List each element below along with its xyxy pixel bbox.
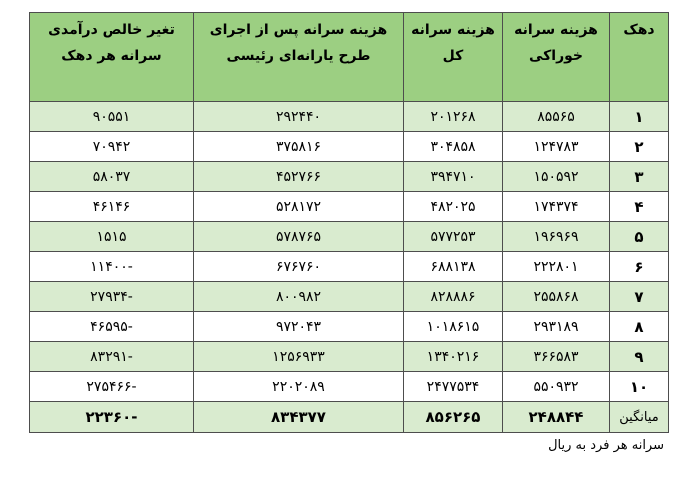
cell-net-change: ۹۰۵۵۱: [29, 101, 194, 132]
header-net-change: تغیر خالص درآمدی سرانه هر دهک: [29, 12, 194, 102]
header-after-plan-line2: طرح یارانه‌ای رئیسی: [226, 48, 371, 64]
cell-net-change: ۷۰۹۴۲: [29, 131, 194, 162]
cell-food-cost: ۱۷۴۳۷۴: [502, 191, 610, 222]
header-dahak: دهک: [609, 12, 669, 102]
cell-dahak: ۱۰: [609, 371, 669, 402]
cell-after-plan-cost: ۴۵۲۷۶۶: [193, 161, 404, 192]
cell-food-cost: ۸۵۵۶۵: [502, 101, 610, 132]
cell-total-cost: ۸۲۸۸۸۶: [403, 281, 503, 312]
cell-food-cost: ۲۹۳۱۸۹: [502, 311, 610, 342]
cell-food-cost: ۲۲۲۸۰۱: [502, 251, 610, 282]
cell-total-cost: ۱۳۴۰۲۱۶: [403, 341, 503, 372]
header-after-plan-cost: هزینه سرانه پس از اجرای طرح یارانه‌ای رئ…: [193, 12, 404, 102]
cell-food-cost: ۲۵۵۸۶۸: [502, 281, 610, 312]
table-row: ۱۰ ۵۵۰۹۳۲ ۲۴۷۷۵۳۴ ۲۲۰۲۰۸۹ -۲۷۵۴۶۶: [29, 371, 669, 402]
cell-after-plan-cost: ۲۹۲۴۴۰: [193, 101, 404, 132]
cell-net-change: ۱۵۱۵: [29, 221, 194, 252]
cell-total-cost: ۱۰۱۸۶۱۵: [403, 311, 503, 342]
cell-total-cost: ۳۰۴۸۵۸: [403, 131, 503, 162]
cell-after-plan-cost: ۶۷۶۷۶۰: [193, 251, 404, 282]
cell-dahak: ۸: [609, 311, 669, 342]
cell-dahak: ۴: [609, 191, 669, 222]
cell-total-cost: ۶۸۸۱۳۸: [403, 251, 503, 282]
cell-after-plan-cost: ۱۲۵۶۹۳۳: [193, 341, 404, 372]
cell-food-cost: ۱۵۰۵۹۲: [502, 161, 610, 192]
cell-dahak: ۶: [609, 251, 669, 282]
header-total-cost-line1: هزینه سرانه: [411, 22, 495, 38]
cell-net-change: -۸۳۲۹۱: [29, 341, 194, 372]
cell-average-food-cost: ۲۴۸۸۴۴: [502, 401, 610, 433]
cell-after-plan-cost: ۲۲۰۲۰۸۹: [193, 371, 404, 402]
table-row: ۸ ۲۹۳۱۸۹ ۱۰۱۸۶۱۵ ۹۷۲۰۴۳ -۴۶۵۹۵: [29, 311, 669, 342]
table-header-row: دهک هزینه سرانه خوراکی هزینه سرانه کل هز…: [29, 12, 669, 102]
header-food-cost: هزینه سرانه خوراکی: [502, 12, 610, 102]
table-row: ۱ ۸۵۵۶۵ ۲۰۱۲۶۸ ۲۹۲۴۴۰ ۹۰۵۵۱: [29, 101, 669, 132]
cell-after-plan-cost: ۳۷۵۸۱۶: [193, 131, 404, 162]
header-net-change-line1: تغیر خالص درآمدی: [48, 22, 175, 38]
cell-net-change: -۲۷۹۳۴: [29, 281, 194, 312]
cell-average-label: میانگین: [609, 401, 669, 433]
header-total-cost-line2: کل: [442, 48, 464, 64]
cell-dahak: ۷: [609, 281, 669, 312]
header-food-cost-line2: خوراکی: [528, 48, 584, 64]
table-row: ۵ ۱۹۶۹۶۹ ۵۷۷۲۵۳ ۵۷۸۷۶۵ ۱۵۱۵: [29, 221, 669, 252]
header-food-cost-line1: هزینه سرانه: [514, 22, 598, 38]
cell-food-cost: ۱۲۴۷۸۳: [502, 131, 610, 162]
cell-average-total-cost: ۸۵۶۲۶۵: [403, 401, 503, 433]
cell-after-plan-cost: ۸۰۰۹۸۲: [193, 281, 404, 312]
cell-food-cost: ۳۶۶۵۸۳: [502, 341, 610, 372]
cell-net-change: ۵۸۰۳۷: [29, 161, 194, 192]
table-body: ۱ ۸۵۵۶۵ ۲۰۱۲۶۸ ۲۹۲۴۴۰ ۹۰۵۵۱ ۲ ۱۲۴۷۸۳ ۳۰۴…: [29, 101, 669, 402]
cell-total-cost: ۲۴۷۷۵۳۴: [403, 371, 503, 402]
cell-average-after-plan-cost: ۸۳۴۳۷۷: [193, 401, 404, 433]
cell-net-change: -۱۱۴۰۰: [29, 251, 194, 282]
household-cost-table: دهک هزینه سرانه خوراکی هزینه سرانه کل هز…: [29, 12, 669, 433]
cell-dahak: ۱: [609, 101, 669, 132]
cell-after-plan-cost: ۵۷۸۷۶۵: [193, 221, 404, 252]
table-row: ۴ ۱۷۴۳۷۴ ۴۸۲۰۲۵ ۵۲۸۱۷۲ ۴۶۱۴۶: [29, 191, 669, 222]
cell-dahak: ۳: [609, 161, 669, 192]
header-total-cost: هزینه سرانه کل: [403, 12, 503, 102]
cell-total-cost: ۲۰۱۲۶۸: [403, 101, 503, 132]
cell-total-cost: ۳۹۴۷۱۰: [403, 161, 503, 192]
cell-dahak: ۵: [609, 221, 669, 252]
cell-dahak: ۲: [609, 131, 669, 162]
cell-total-cost: ۵۷۷۲۵۳: [403, 221, 503, 252]
cell-net-change: -۴۶۵۹۵: [29, 311, 194, 342]
header-after-plan-line1: هزینه سرانه پس از اجرای: [209, 22, 388, 38]
units-note: سرانه هر فرد به ریال: [548, 438, 664, 453]
cell-food-cost: ۵۵۰۹۳۲: [502, 371, 610, 402]
table-footer-row: میانگین ۲۴۸۸۴۴ ۸۵۶۲۶۵ ۸۳۴۳۷۷ -۲۲۳۶۰: [29, 401, 669, 433]
header-dahak-label: دهک: [623, 22, 655, 38]
cell-average-net-change: -۲۲۳۶۰: [29, 401, 194, 433]
table-row: ۷ ۲۵۵۸۶۸ ۸۲۸۸۸۶ ۸۰۰۹۸۲ -۲۷۹۳۴: [29, 281, 669, 312]
cell-dahak: ۹: [609, 341, 669, 372]
table-row: ۲ ۱۲۴۷۸۳ ۳۰۴۸۵۸ ۳۷۵۸۱۶ ۷۰۹۴۲: [29, 131, 669, 162]
cell-total-cost: ۴۸۲۰۲۵: [403, 191, 503, 222]
cell-food-cost: ۱۹۶۹۶۹: [502, 221, 610, 252]
header-net-change-line2: سرانه هر دهک: [61, 48, 162, 64]
cell-after-plan-cost: ۵۲۸۱۷۲: [193, 191, 404, 222]
table-row: ۶ ۲۲۲۸۰۱ ۶۸۸۱۳۸ ۶۷۶۷۶۰ -۱۱۴۰۰: [29, 251, 669, 282]
cell-net-change: -۲۷۵۴۶۶: [29, 371, 194, 402]
table-row: ۹ ۳۶۶۵۸۳ ۱۳۴۰۲۱۶ ۱۲۵۶۹۳۳ -۸۳۲۹۱: [29, 341, 669, 372]
cell-after-plan-cost: ۹۷۲۰۴۳: [193, 311, 404, 342]
table-row: ۳ ۱۵۰۵۹۲ ۳۹۴۷۱۰ ۴۵۲۷۶۶ ۵۸۰۳۷: [29, 161, 669, 192]
cell-net-change: ۴۶۱۴۶: [29, 191, 194, 222]
